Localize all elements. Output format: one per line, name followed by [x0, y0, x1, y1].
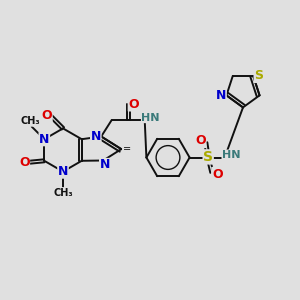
Text: N: N [91, 130, 101, 143]
Text: S: S [254, 69, 263, 82]
Text: N: N [58, 165, 68, 178]
Text: O: O [41, 109, 52, 122]
Text: CH₃: CH₃ [53, 188, 73, 198]
Text: N: N [39, 133, 50, 146]
Text: N: N [216, 89, 226, 102]
Text: N: N [100, 158, 110, 172]
Text: HN: HN [142, 112, 160, 123]
Text: O: O [195, 134, 206, 148]
Text: O: O [212, 167, 223, 181]
Text: =: = [123, 144, 131, 154]
Text: O: O [128, 98, 139, 111]
Text: S: S [203, 150, 213, 164]
Text: CH₃: CH₃ [20, 116, 40, 126]
Text: O: O [19, 156, 29, 169]
Text: HN: HN [222, 150, 241, 160]
